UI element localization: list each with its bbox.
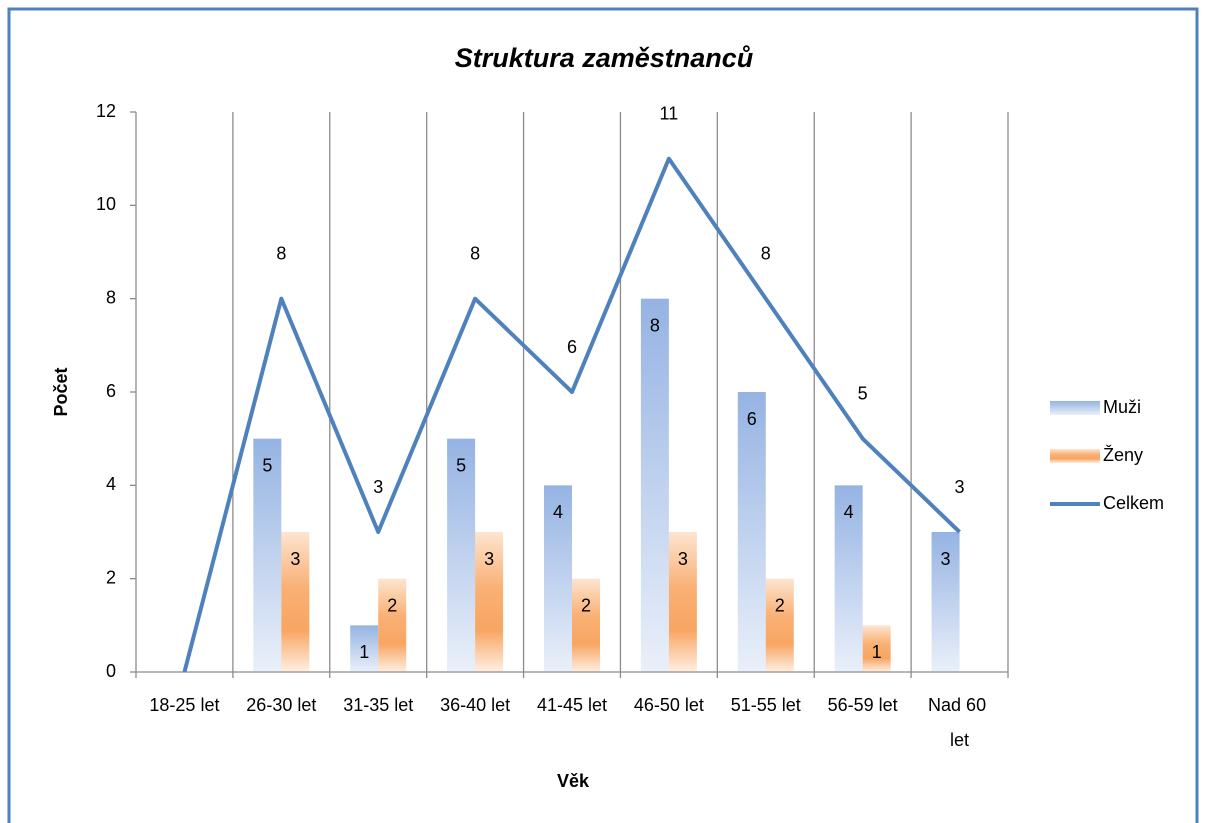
y-axis-title: Počet [51, 367, 71, 416]
x-tick-label: 56-59 let [828, 695, 898, 715]
legend-label: Muži [1103, 397, 1141, 417]
bar-label: 2 [581, 595, 591, 615]
line-label: 6 [567, 337, 577, 357]
bar-label: 8 [650, 315, 660, 335]
bar [253, 438, 282, 672]
y-tick-label: 6 [106, 381, 116, 401]
frame [7, 7, 1199, 823]
bar [544, 485, 572, 672]
bar [737, 392, 766, 672]
x-tick-label: Nad 60 let [928, 695, 991, 750]
line-label: 5 [858, 383, 868, 403]
bar-label: 3 [484, 549, 494, 569]
bar-label: 4 [844, 502, 854, 522]
bar [640, 298, 669, 672]
x-tick-label: 46-50 let [634, 695, 704, 715]
bar [572, 578, 600, 672]
bar-label: 6 [747, 409, 757, 429]
line-label: 8 [470, 243, 480, 263]
bar-label: 1 [872, 642, 882, 662]
bar-label: 4 [553, 502, 563, 522]
bar-label: 3 [941, 549, 951, 569]
x-tick-label: 36-40 let [440, 695, 510, 715]
bar-label: 1 [359, 642, 369, 662]
legend-swatch [1050, 449, 1100, 463]
legend-label: Ženy [1103, 445, 1143, 465]
x-tick-label: 26-30 let [246, 695, 316, 715]
bar-label: 5 [456, 455, 466, 475]
y-tick-label: 2 [106, 567, 116, 587]
bar [475, 532, 504, 672]
bar-label: 2 [775, 595, 785, 615]
legend-swatch [1050, 401, 1100, 415]
line-label: 3 [373, 477, 383, 497]
bar [668, 532, 697, 672]
y-tick-label: 8 [106, 287, 116, 307]
chart-title: Struktura zaměstnanců [455, 43, 754, 73]
x-axis-title: Věk [557, 771, 590, 791]
bar-label: 3 [290, 549, 300, 569]
x-tick-label: 51-55 let [731, 695, 801, 715]
bar [447, 438, 476, 672]
y-tick-label: 12 [96, 101, 116, 121]
legend-label: Celkem [1103, 493, 1164, 513]
x-tick-label: 31-35 let [343, 695, 413, 715]
bar [281, 532, 310, 672]
bar [350, 625, 379, 672]
y-tick-label: 10 [96, 194, 116, 214]
bar [931, 532, 960, 672]
bar [378, 578, 407, 672]
y-tick-label: 0 [106, 661, 116, 681]
line [182, 156, 961, 673]
y-tick-label: 4 [106, 474, 116, 494]
line-label: 3 [955, 477, 965, 497]
x-tick-label: 18-25 let [149, 695, 219, 715]
bar-label: 2 [387, 595, 397, 615]
bar [834, 485, 863, 672]
bar-label: 3 [678, 549, 688, 569]
line-label: 8 [276, 243, 286, 263]
bar [765, 578, 794, 672]
line-label: 8 [761, 243, 771, 263]
bar [862, 625, 891, 672]
bar-label: 5 [262, 455, 272, 475]
x-tick-label: 41-45 let [537, 695, 607, 715]
line-label: 11 [660, 103, 679, 123]
